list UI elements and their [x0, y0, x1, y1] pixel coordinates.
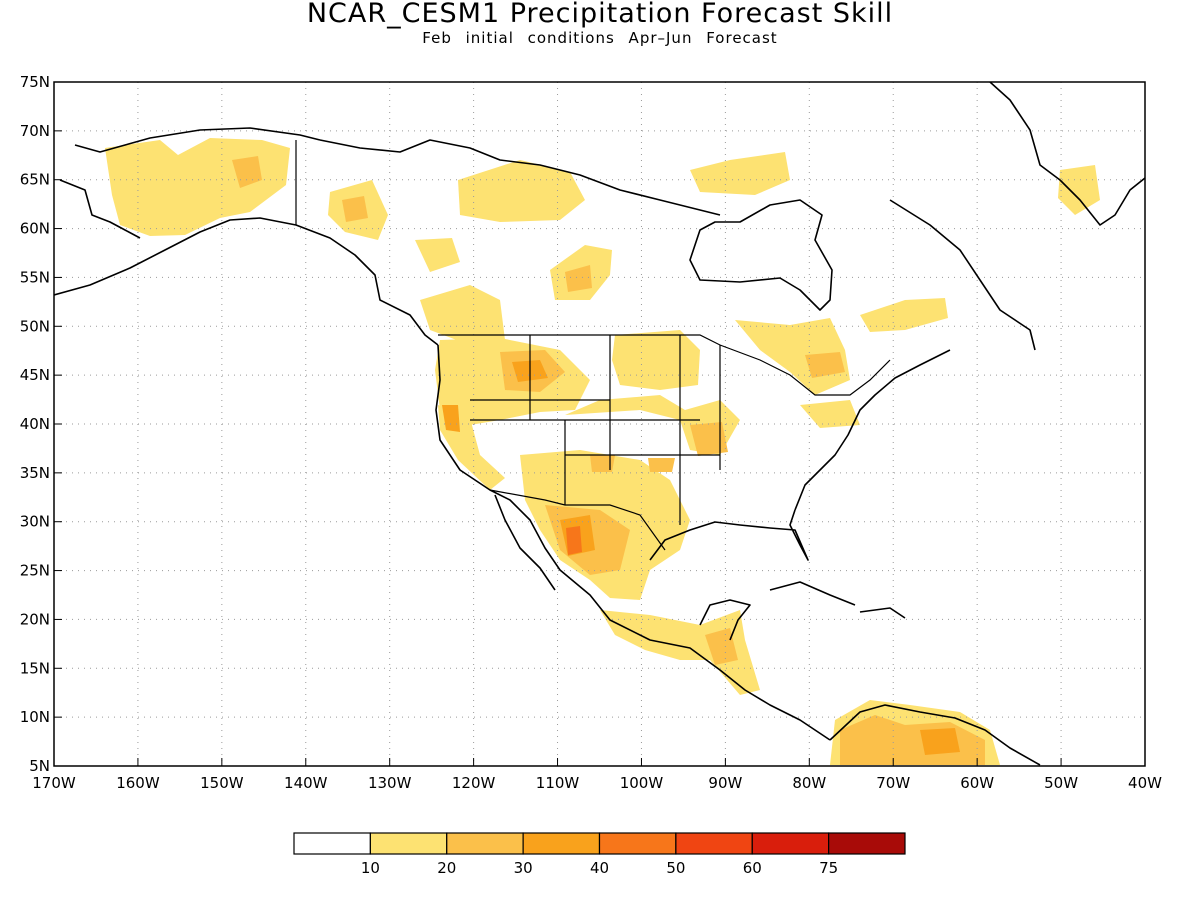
map-subtitle: Feb initial conditions Apr–Jun Forecast — [422, 29, 778, 47]
yucatan — [699, 599, 751, 641]
shade-dakotas — [612, 330, 700, 390]
lat-tick-label: 25N — [20, 562, 50, 580]
lon-tick-label: 40W — [1128, 774, 1162, 792]
shade-ontario-core — [805, 352, 845, 378]
lat-tick-label: 10N — [20, 708, 50, 726]
colorbar-swatch — [522, 832, 601, 855]
lon-tick-label: 100W — [620, 774, 664, 792]
shade-manitoba-core — [565, 265, 592, 292]
lon-tick-label: 120W — [452, 774, 496, 792]
south-america-coast — [829, 704, 1041, 766]
coastlines — [54, 82, 1145, 766]
alaska-west-coast — [59, 179, 141, 239]
lat-tick-label: 50N — [20, 317, 50, 335]
shade-alaska — [105, 138, 290, 236]
labrador-coast — [889, 199, 1036, 351]
lat-tick-label: 5N — [29, 757, 50, 775]
skill-shading — [105, 138, 1100, 765]
lat-tick-label: 70N — [20, 122, 50, 140]
us-west-coast — [435, 344, 831, 741]
colorbar-label: 50 — [666, 859, 685, 877]
longitude-labels: 170W 160W 150W 140W 130W 120W 110W 100W 90W 80W 70… — [32, 758, 1162, 792]
colorbar-label: 30 — [514, 859, 533, 877]
baja-california — [494, 494, 556, 591]
colorbar-swatch — [751, 832, 830, 855]
us-mexico-border — [489, 489, 666, 551]
us-canada-border — [438, 334, 891, 396]
political-boundaries — [295, 140, 891, 551]
shade-bc-interior — [420, 285, 505, 345]
shade-central-america-core — [705, 628, 738, 665]
colorbar-swatch — [675, 832, 753, 855]
shade-mexico-max — [566, 526, 582, 555]
alaska-north-coast — [74, 127, 321, 153]
lon-tick-label: 50W — [1044, 774, 1078, 792]
shade-venezuela-peak — [920, 728, 960, 755]
gulf-coast — [649, 509, 809, 561]
lon-tick-label: 140W — [284, 774, 328, 792]
lon-tick-label: 80W — [792, 774, 826, 792]
lon-tick-label: 160W — [116, 774, 160, 792]
shade-bc — [415, 238, 460, 272]
colorbar-label: 60 — [743, 859, 762, 877]
shade-kansas — [648, 458, 675, 472]
lat-tick-label: 45N — [20, 366, 50, 384]
lat-tick-label: 60N — [20, 220, 50, 238]
lat-tick-label: 35N — [20, 464, 50, 482]
lat-tick-label: 30N — [20, 513, 50, 531]
shade-missouri-core — [690, 422, 728, 456]
shade-greenland — [1058, 165, 1100, 215]
lat-tick-label: 65N — [20, 171, 50, 189]
shade-yukon-core — [342, 196, 368, 222]
lat-tick-label: 75N — [20, 73, 50, 91]
colorbar-swatch — [446, 832, 524, 855]
shade-nunavut — [690, 152, 790, 195]
lon-tick-label: 130W — [368, 774, 412, 792]
colorbar-swatch — [369, 832, 448, 855]
lat-tick-label: 15N — [20, 659, 50, 677]
us-state-lines — [470, 335, 721, 525]
colorbar-swatch — [598, 832, 677, 855]
shade-colorado — [590, 455, 615, 472]
lat-tick-label: 20N — [20, 610, 50, 628]
lon-tick-label: 90W — [708, 774, 742, 792]
lon-tick-label: 70W — [876, 774, 910, 792]
shade-nwt — [458, 160, 585, 222]
greenland-coast — [989, 82, 1145, 226]
latitude-labels: 75N 70N 65N 60N 55N 50N 45N 40N 35N 30N 25N 20N 15N 1… — [20, 73, 62, 775]
us-east-coast — [794, 349, 951, 511]
colorbar-label: 40 — [590, 859, 609, 877]
lon-tick-label: 110W — [536, 774, 580, 792]
hudson-bay — [689, 199, 833, 311]
arctic-coast — [319, 139, 721, 216]
cuba — [769, 581, 856, 606]
colorbar-swatch — [828, 832, 906, 855]
lon-tick-label: 150W — [200, 774, 244, 792]
colorbar-swatch — [293, 832, 371, 855]
lat-tick-label: 40N — [20, 415, 50, 433]
map-title: NCAR_CESM1 Precipitation Forecast Skill — [306, 0, 894, 29]
lon-tick-label: 60W — [960, 774, 994, 792]
shade-california-core — [442, 405, 460, 432]
shade-quebec — [860, 298, 948, 332]
colorbar-label: 75 — [819, 859, 838, 877]
colorbar — [293, 832, 906, 855]
shade-east-lakes — [800, 400, 860, 428]
colorbar-label: 10 — [361, 859, 380, 877]
colorbar-label: 20 — [437, 859, 456, 877]
lon-tick-label: 170W — [32, 774, 76, 792]
lat-tick-label: 55N — [20, 268, 50, 286]
hispaniola — [859, 607, 906, 619]
colorbar-labels: 10 20 30 40 50 60 75 — [361, 859, 838, 877]
shade-alaska-core — [232, 156, 262, 188]
